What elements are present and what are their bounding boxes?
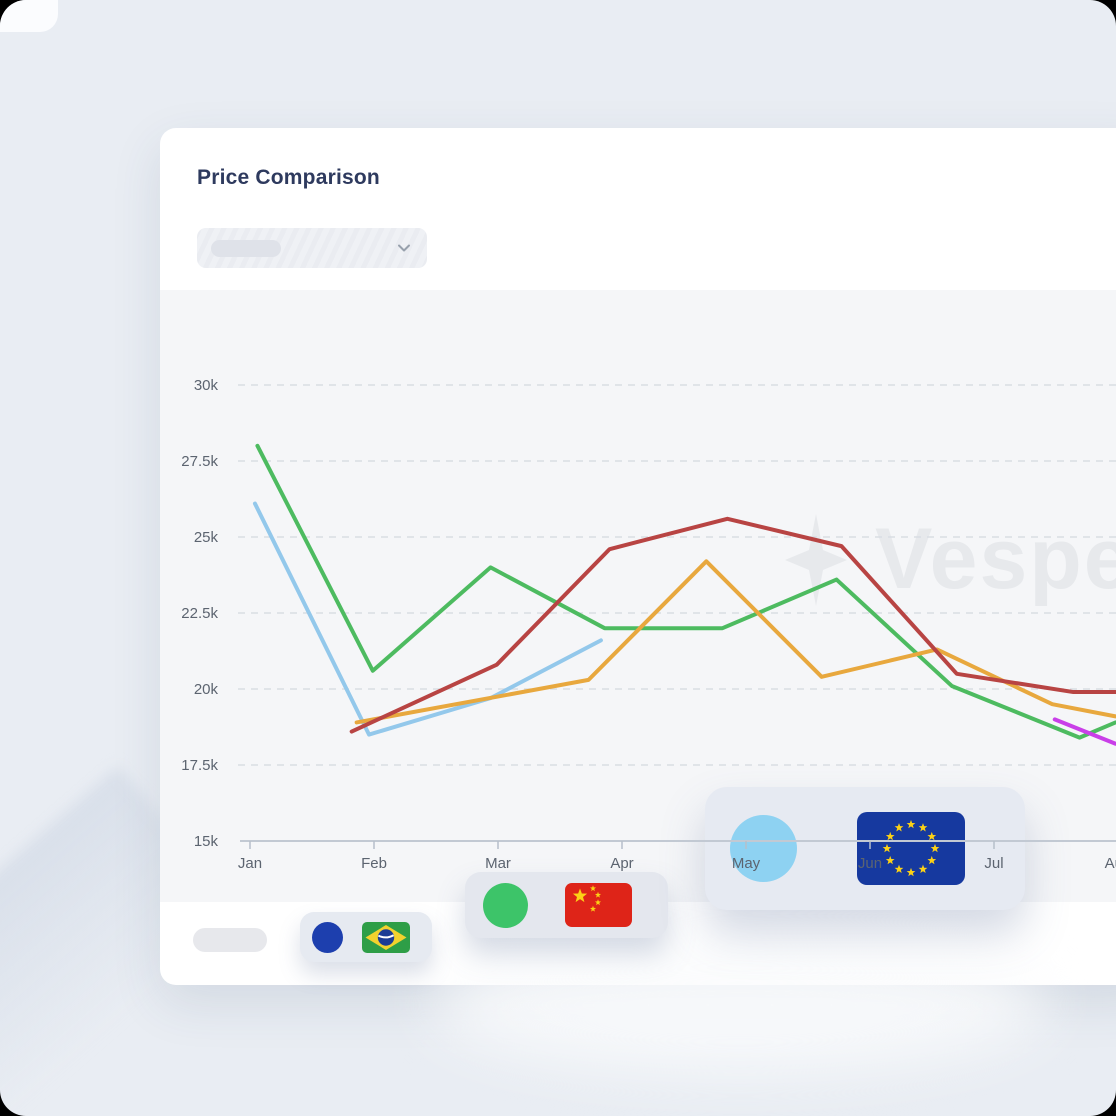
eu-flag-icon [857,812,965,885]
legend-chip-brazil[interactable] [300,912,432,962]
top-left-notch [0,0,58,32]
svg-text:Aug: Aug [1105,855,1116,872]
chart-svg: 30k 27.5k 25k 22.5k 20k 17.5k 15k Jan Feb Mar Apr M… [181,377,1116,872]
chevron-down-icon [395,239,413,257]
china-series-dot [483,882,528,928]
brazil-series-dot [312,921,343,953]
dropdown-skeleton-text [211,239,281,257]
eu-series-dot [730,815,797,882]
chart-area: Vespe 30k 27.5k 25k 22.5k 20k 17.5k 15k Jan Feb M… [160,290,1116,902]
sparkle-icon [785,513,847,606]
filter-dropdown[interactable] [197,228,427,268]
svg-text:May: May [732,855,761,872]
legend-chip-eu[interactable] [705,787,1025,910]
svg-text:Jan: Jan [238,855,262,872]
china-flag-icon [565,883,632,927]
price-comparison-card: Price Comparison Vespe 30k 27.5k 25k 22.5k 2… [160,128,1116,985]
page-title: Price Comparison [197,166,380,189]
svg-text:15k: 15k [194,833,219,850]
watermark-text: Vespe [875,511,1116,607]
svg-text:17.5k: 17.5k [181,757,218,774]
svg-text:Jul: Jul [984,855,1003,872]
svg-text:25k: 25k [194,529,219,546]
brazil-flag-icon [362,921,410,953]
legend-glow [430,940,1050,1070]
svg-text:20k: 20k [194,681,219,698]
svg-text:Feb: Feb [361,855,387,872]
svg-text:30k: 30k [194,377,219,394]
svg-text:22.5k: 22.5k [181,605,218,622]
svg-text:Mar: Mar [485,855,511,872]
svg-text:Jun: Jun [858,855,882,872]
legend-skeleton-pill [193,928,267,952]
svg-text:27.5k: 27.5k [181,453,218,470]
watermark: Vespe [785,510,1116,609]
svg-text:Apr: Apr [610,855,633,872]
legend-chip-china[interactable] [465,872,668,938]
